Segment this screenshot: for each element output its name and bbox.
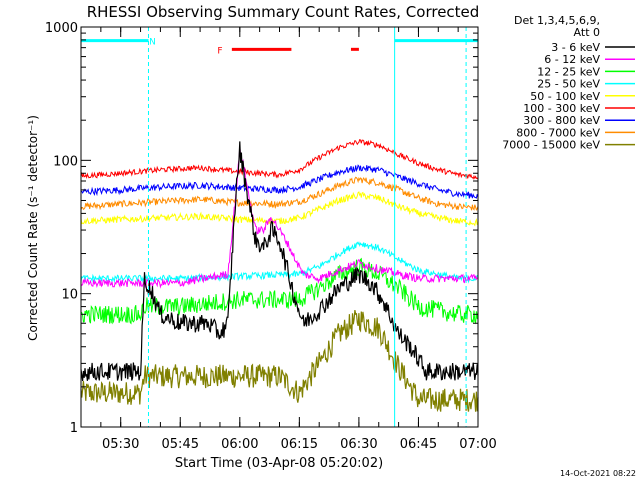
legend-label-6-12-kev: 6 - 12 keV [544, 53, 600, 66]
night-flag-label: N [149, 38, 156, 48]
x-tick-label-4: 06:15 [281, 437, 318, 452]
series-800-7000-kev [80, 176, 479, 211]
series-layer [80, 139, 479, 413]
y-tick-label-3: 100 [53, 154, 78, 169]
series-12-25-kev [80, 257, 479, 325]
series-300-800-kev [80, 164, 479, 199]
legend-label-800-7000-kev: 800 - 7000 keV [516, 126, 600, 139]
chart-title: RHESSI Observing Summary Count Rates, Co… [87, 3, 480, 21]
y-tick-label-4: 1000 [45, 21, 78, 36]
x-tick-label-3: 06:00 [221, 437, 258, 452]
legend-label-3-6-kev: 3 - 6 keV [551, 41, 600, 54]
legend-label-100-300-kev: 100 - 300 keV [523, 102, 600, 115]
legend-label-25-50-kev: 25 - 50 keV [537, 78, 600, 91]
legend-label-50-100-kev: 50 - 100 keV [530, 90, 600, 103]
series-50-100-kev [80, 191, 479, 227]
x-axis-label: Start Time (03-Apr-08 05:20:02) [175, 456, 383, 471]
legend-label-12-25-kev: 12 - 25 keV [537, 65, 600, 78]
series-6-12-kev [80, 146, 479, 289]
x-tick-label-2: 05:45 [162, 437, 199, 452]
legend-label-300-800-kev: 300 - 800 keV [523, 114, 600, 127]
axis-layer: 1 10 100 1000 05:30 05:45 06:00 06:15 06:30 06:45… [45, 21, 497, 452]
series-25-50-kev [80, 241, 479, 284]
y-tick-label-2: 10 [61, 288, 78, 303]
x-tick-label-5: 06:30 [340, 437, 377, 452]
overlay-layer: NF [81, 27, 478, 427]
legend-header-2: Att 0 [574, 26, 600, 39]
footer-date: 14-Oct-2021 08:22 [560, 469, 636, 478]
series-100-300-kev [80, 139, 479, 180]
y-axis-label: Corrected Count Rate (s⁻¹ detector⁻¹) [26, 115, 40, 341]
series-3-6-kev [80, 141, 479, 381]
y-tick-label-1: 1 [70, 421, 78, 436]
x-tick-label-7: 07:00 [459, 437, 496, 452]
legend-header-1: Det 1,3,4,5,6,9, [514, 14, 600, 27]
flare-flag-label: F [217, 46, 222, 56]
legend-label-7000-15000-kev: 7000 - 15000 keV [502, 139, 600, 152]
series-7000-15000-kev [80, 309, 479, 413]
x-tick-label-6: 06:45 [400, 437, 437, 452]
x-tick-label-1: 05:30 [102, 437, 139, 452]
